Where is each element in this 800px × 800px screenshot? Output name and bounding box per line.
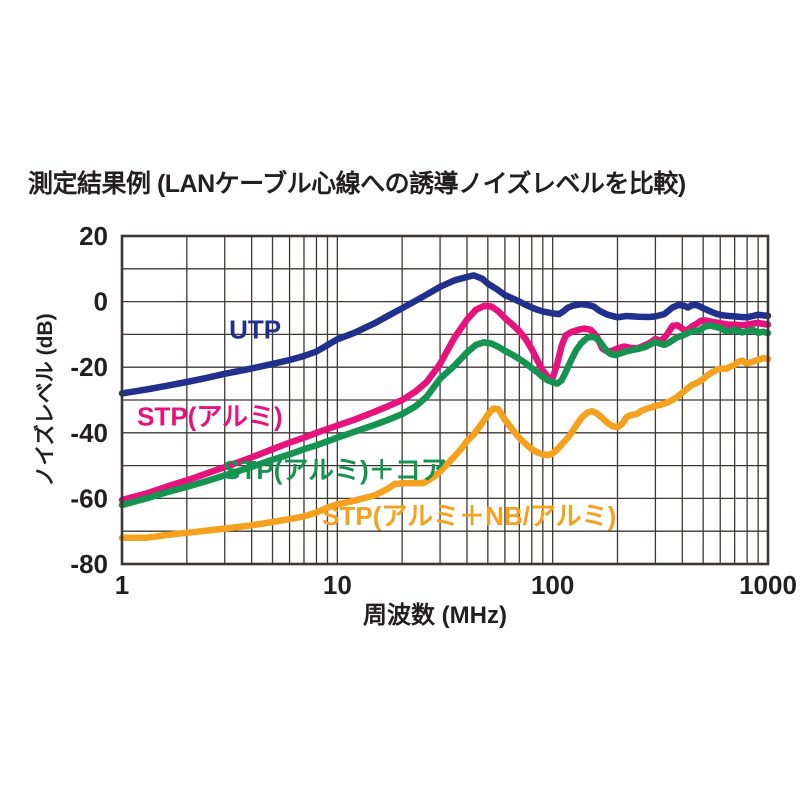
plot-border bbox=[120, 234, 770, 566]
y-tick-label: 0 bbox=[94, 287, 108, 317]
y-tick-label: 20 bbox=[79, 221, 108, 251]
y-axis-title: ノイズレベル (dB) bbox=[34, 313, 57, 487]
x-tick-label: 1000 bbox=[739, 570, 797, 600]
y-tick-label: -40 bbox=[70, 418, 108, 448]
series-curve-stp_alumi_core bbox=[118, 322, 772, 509]
series-label-utp: UTP bbox=[229, 314, 281, 344]
series-curve-stp_alumi bbox=[118, 302, 772, 504]
series-curve-stp_alumi_nb bbox=[118, 354, 772, 542]
x-axis-title: 周波数 (MHz) bbox=[363, 602, 507, 629]
series-label-stp_alumi: STP(アルミ) bbox=[137, 401, 283, 431]
series-label-stp_alumi_nb: STP(アルミ＋NB/アルミ) bbox=[322, 501, 616, 531]
y-tick-label: -80 bbox=[70, 549, 108, 579]
series-label-stp_alumi_core: STP(アルミ)＋コア bbox=[223, 455, 447, 485]
series-curve-utp bbox=[118, 272, 772, 397]
x-tick-label: 1 bbox=[115, 570, 129, 600]
y-tick-label: -20 bbox=[70, 352, 108, 382]
x-tick-label: 10 bbox=[323, 570, 352, 600]
y-tick-label: -60 bbox=[70, 483, 108, 513]
chart-title: 測定結果例 (LANケーブル心線への誘導ノイズレベルを比較) bbox=[28, 170, 686, 198]
x-tick-label: 100 bbox=[531, 570, 574, 600]
